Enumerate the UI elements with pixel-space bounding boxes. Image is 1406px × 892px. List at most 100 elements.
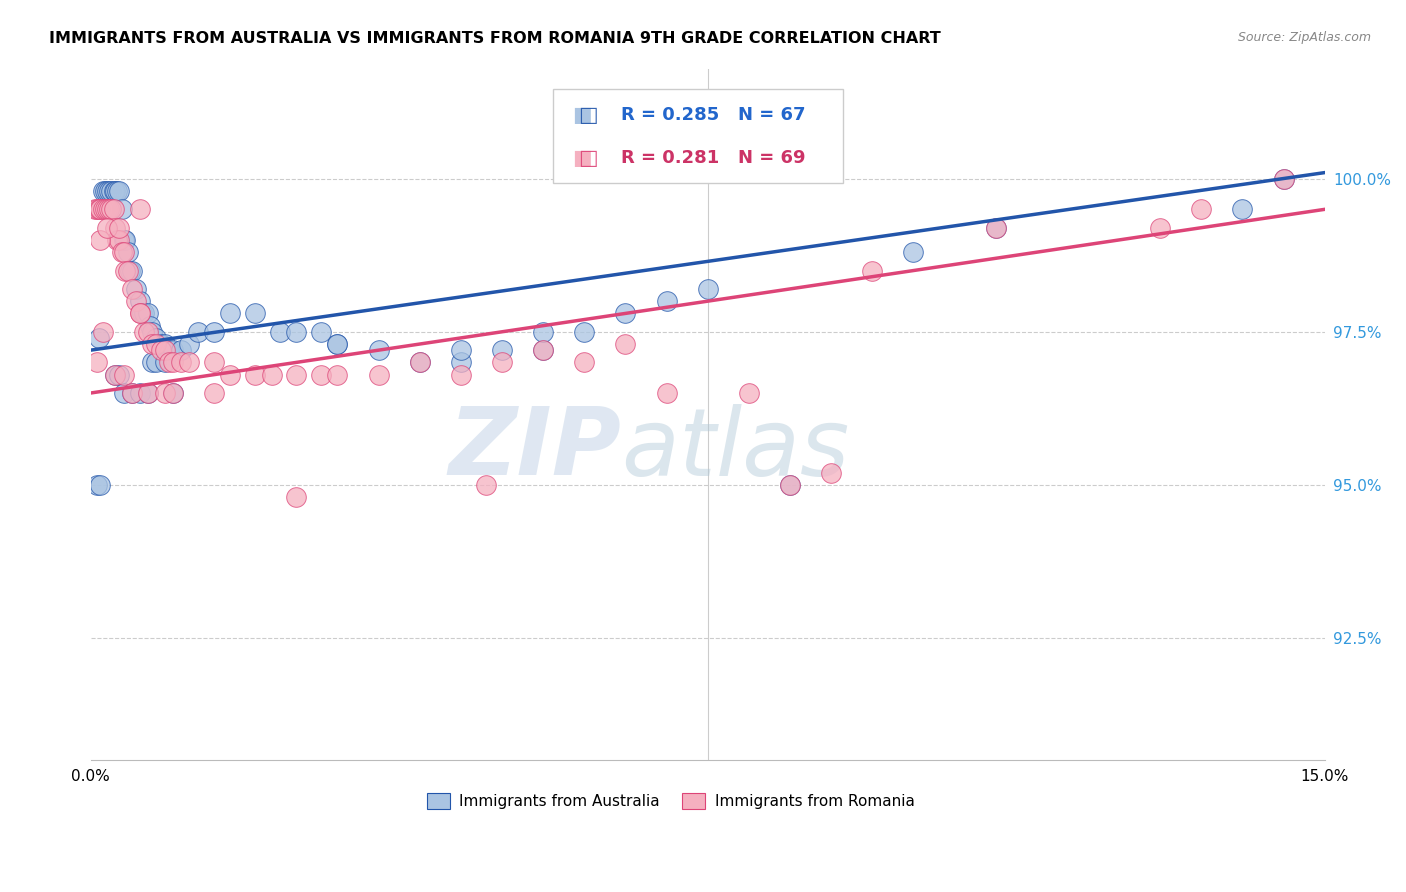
Point [738, 386, 761, 401]
Point [153, 355, 176, 369]
Point [141, 355, 163, 369]
Point [367, 368, 389, 382]
Point [450, 343, 472, 358]
Point [121, 386, 143, 401]
Point [104, 368, 127, 382]
Text: ■: ■ [572, 148, 592, 169]
Text: R = 0.281   N = 69: R = 0.281 N = 69 [621, 149, 806, 168]
Point [121, 263, 143, 277]
Point [326, 337, 349, 351]
Point [202, 386, 225, 401]
Point [86, 478, 108, 492]
Point [105, 233, 128, 247]
Point [112, 368, 135, 382]
Point [108, 220, 131, 235]
Point [149, 337, 172, 351]
Point [531, 325, 554, 339]
Point [86, 202, 108, 217]
Point [243, 368, 266, 382]
Point [132, 306, 155, 320]
Point [285, 368, 308, 382]
Point [121, 282, 143, 296]
Point [114, 233, 136, 247]
Point [614, 337, 637, 351]
Point [94, 202, 117, 217]
Point [1189, 202, 1212, 217]
Point [112, 245, 135, 260]
Point [269, 325, 291, 339]
Point [112, 386, 135, 401]
Point [145, 337, 167, 351]
Point [984, 220, 1007, 235]
Point [129, 306, 152, 320]
Point [187, 325, 209, 339]
Point [367, 343, 389, 358]
Point [170, 355, 193, 369]
Point [179, 337, 201, 351]
Point [86, 355, 108, 369]
Point [129, 306, 152, 320]
Point [1272, 171, 1295, 186]
Point [136, 306, 159, 320]
Point [114, 263, 136, 277]
Point [243, 306, 266, 320]
Point [531, 343, 554, 358]
Point [132, 325, 155, 339]
Point [104, 184, 127, 198]
Point [157, 343, 180, 358]
Point [574, 325, 596, 339]
Point [860, 263, 883, 277]
Legend: Immigrants from Australia, Immigrants from Romania: Immigrants from Australia, Immigrants fr… [420, 787, 921, 815]
Point [103, 202, 125, 217]
Point [157, 355, 180, 369]
Point [87, 331, 110, 345]
Point [131, 306, 153, 320]
Point [117, 263, 139, 277]
Point [1272, 171, 1295, 186]
Point [136, 386, 159, 401]
Point [145, 331, 167, 345]
Point [696, 282, 718, 296]
Point [820, 466, 842, 480]
Point [202, 325, 225, 339]
Point [474, 478, 496, 492]
Point [111, 245, 134, 260]
Point [103, 184, 125, 198]
Point [326, 337, 349, 351]
Text: ZIP: ZIP [449, 403, 621, 495]
Point [162, 386, 184, 401]
Text: R = 0.285   N = 67: R = 0.285 N = 67 [621, 106, 806, 124]
Point [100, 184, 122, 198]
Text: Source: ZipAtlas.com: Source: ZipAtlas.com [1237, 31, 1371, 45]
Point [108, 184, 131, 198]
Point [108, 368, 131, 382]
Point [120, 263, 142, 277]
Point [531, 343, 554, 358]
Point [89, 233, 111, 247]
FancyBboxPatch shape [554, 89, 844, 183]
Point [153, 343, 176, 358]
Point [91, 202, 114, 217]
Point [149, 343, 172, 358]
Point [153, 337, 176, 351]
Point [285, 325, 308, 339]
Point [219, 368, 242, 382]
Point [125, 282, 148, 296]
Point [89, 478, 111, 492]
Point [450, 368, 472, 382]
Point [655, 386, 678, 401]
Text: □: □ [578, 105, 598, 126]
Point [984, 220, 1007, 235]
Point [89, 202, 111, 217]
Point [97, 202, 120, 217]
Point [170, 343, 193, 358]
Point [94, 184, 117, 198]
Point [779, 478, 801, 492]
Point [108, 233, 131, 247]
Point [91, 184, 114, 198]
Point [112, 233, 135, 247]
Point [655, 294, 678, 309]
Text: □: □ [578, 148, 598, 169]
Point [409, 355, 432, 369]
Point [309, 368, 332, 382]
